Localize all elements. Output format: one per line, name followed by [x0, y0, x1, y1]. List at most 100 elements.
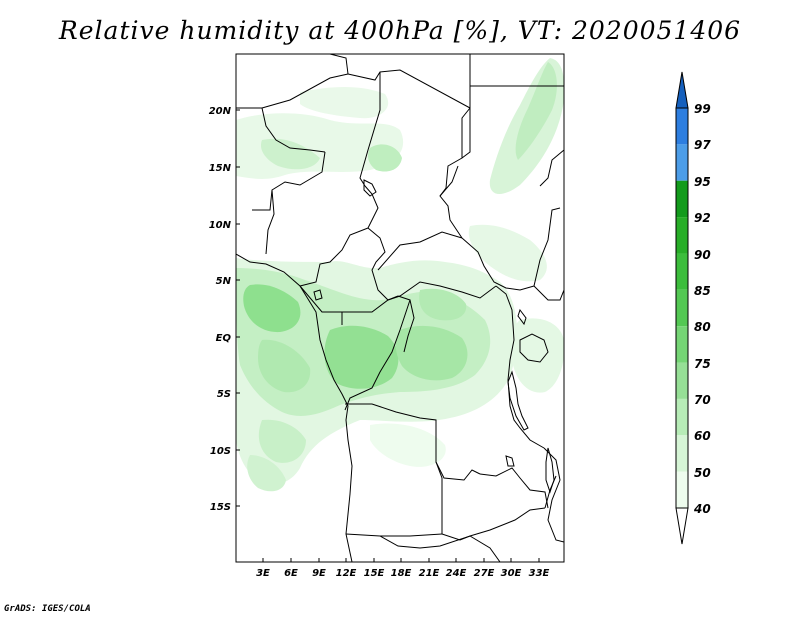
- colorbar-swatch: [676, 253, 688, 290]
- boundary-cameroon-chad: [367, 227, 389, 301]
- boundary-chad-niger: [359, 72, 381, 187]
- boundary-south-edge: [379, 535, 501, 562]
- colorbar-swatch: [676, 471, 688, 508]
- lake-malawi: [545, 447, 555, 494]
- colorbar-label: 95: [694, 175, 711, 189]
- x-tick-label: 30E: [501, 568, 522, 579]
- boundary-zambia-drc-south: [479, 467, 549, 509]
- lake-albert: [517, 308, 527, 326]
- boundary-cameroon-gabon: [299, 285, 343, 325]
- colorbar: 99 97 95 92 90 85 80 75 70 60 50 40: [675, 71, 711, 545]
- y-tick-label: 15S: [210, 502, 231, 513]
- colorbar-swatch: [676, 289, 688, 327]
- boundary-benin-nigeria: [265, 189, 275, 255]
- colorbar-swatch: [676, 108, 688, 145]
- boundary-car-sudan: [461, 237, 535, 291]
- x-tick-label: 15E: [364, 568, 385, 579]
- y-tick-label: 5N: [216, 276, 232, 287]
- boundary-zambia-zimbabwe: [469, 507, 546, 537]
- grads-credit: GrADS: IGES/COLA: [4, 604, 91, 614]
- colorbar-label: 50: [694, 466, 711, 480]
- humidity-core-drc: [395, 325, 468, 381]
- humidity-core-southcoast: [247, 455, 286, 492]
- x-tick-label: 9E: [312, 568, 326, 579]
- river-congo-curve: [403, 299, 415, 353]
- colorbar-swatch: [676, 326, 688, 363]
- boundary-tanzania-south: [543, 447, 564, 543]
- boundary-congo-drc: [344, 295, 411, 411]
- boundary-car-drc: [387, 281, 497, 301]
- boundary-egypt-sudan-border: [439, 165, 459, 197]
- colorbar-label: 75: [694, 357, 711, 371]
- boundary-egypt: [469, 85, 564, 108]
- colorbar-top-arrow: [675, 71, 689, 109]
- colorbar-swatch: [676, 362, 688, 399]
- boundary-drc-angola: [345, 403, 481, 481]
- colorbar-label: 60: [694, 429, 711, 443]
- colorbar-swatch: [676, 144, 688, 181]
- humidity-region-medium-north: [260, 138, 320, 170]
- y-tick-label: 20N: [209, 106, 232, 117]
- boundary-nigeria-chad: [364, 185, 379, 229]
- lake-mweru: [505, 455, 515, 467]
- boundary-nigeria-cameroon: [299, 227, 369, 287]
- country-boundaries: [236, 54, 564, 562]
- x-tick-label: 33E: [529, 568, 550, 579]
- map-frame: [235, 53, 565, 563]
- colorbar-label: 80: [694, 320, 711, 334]
- x-tick-label: 6E: [284, 568, 298, 579]
- lake-chad: [363, 179, 377, 197]
- colorbar-label: 99: [694, 102, 711, 116]
- boundary-sudan-ethiopia: [533, 207, 561, 287]
- humidity-core-gabon: [243, 284, 301, 333]
- humidity-region-light-north2: [300, 87, 389, 119]
- y-tick-label: 15N: [209, 163, 232, 174]
- humidity-core-north: [368, 144, 402, 172]
- y-tick-label: 5S: [217, 389, 231, 400]
- x-tick-label: 24E: [446, 568, 467, 579]
- x-tick-label: 27E: [474, 568, 495, 579]
- colorbar-label: 97: [694, 138, 711, 152]
- humidity-core-coast: [258, 339, 311, 393]
- coast-bioko: [313, 289, 323, 301]
- boundary-gabon-congo: [342, 295, 399, 313]
- y-axis-ticks: 20N 15N 10N 5N EQ 5S 10S 15S: [209, 106, 240, 513]
- boundary-angola-namibia: [345, 533, 443, 537]
- y-tick-label: EQ: [216, 333, 232, 344]
- boundary-niger-nigeria: [252, 151, 326, 211]
- x-tick-label: 12E: [336, 568, 357, 579]
- humidity-region-light-lakes: [511, 318, 564, 393]
- colorbar-label: 40: [693, 502, 711, 516]
- colorbar-label: 85: [694, 284, 711, 298]
- colorbar-swatch: [676, 217, 688, 254]
- humidity-core-angola: [258, 419, 306, 463]
- y-tick-label: 10S: [210, 446, 231, 457]
- lake-tanganyika: [507, 370, 529, 431]
- colorbar-swatch: [676, 398, 688, 436]
- boundary-libya-sudan: [461, 108, 471, 159]
- colorbar-swatches: [675, 107, 689, 509]
- humidity-shading: [236, 58, 564, 492]
- boundary-sudan-west: [439, 107, 471, 239]
- boundary-drc-east: [495, 285, 545, 449]
- boundary-uganda-kenya: [533, 285, 564, 301]
- humidity-core-central: [419, 288, 467, 321]
- x-axis-ticks: 3E 6E 9E 12E 15E 18E 21E 24E 27E 30E 33E: [256, 558, 550, 579]
- colorbar-label: 92: [694, 211, 711, 225]
- x-tick-label: 18E: [391, 568, 412, 579]
- humidity-region-light-east: [468, 224, 547, 282]
- boundary-coastline-west: [236, 253, 353, 562]
- boundary-libya-niger: [329, 54, 349, 75]
- y-tick-label: 10N: [209, 220, 232, 231]
- map-title: Relative humidity at 400hPa [%], VT: 202…: [58, 16, 742, 45]
- x-tick-label: 21E: [419, 568, 440, 579]
- boundary-niger-mali: [261, 73, 349, 109]
- colorbar-swatch: [676, 435, 688, 472]
- humidity-region-light-south: [370, 423, 446, 467]
- boundary-ethiopia-north: [539, 149, 564, 187]
- colorbar-label: 70: [694, 393, 711, 407]
- lake-victoria: [519, 333, 549, 363]
- colorbar-bottom-arrow: [675, 507, 689, 545]
- x-tick-label: 3E: [256, 568, 270, 579]
